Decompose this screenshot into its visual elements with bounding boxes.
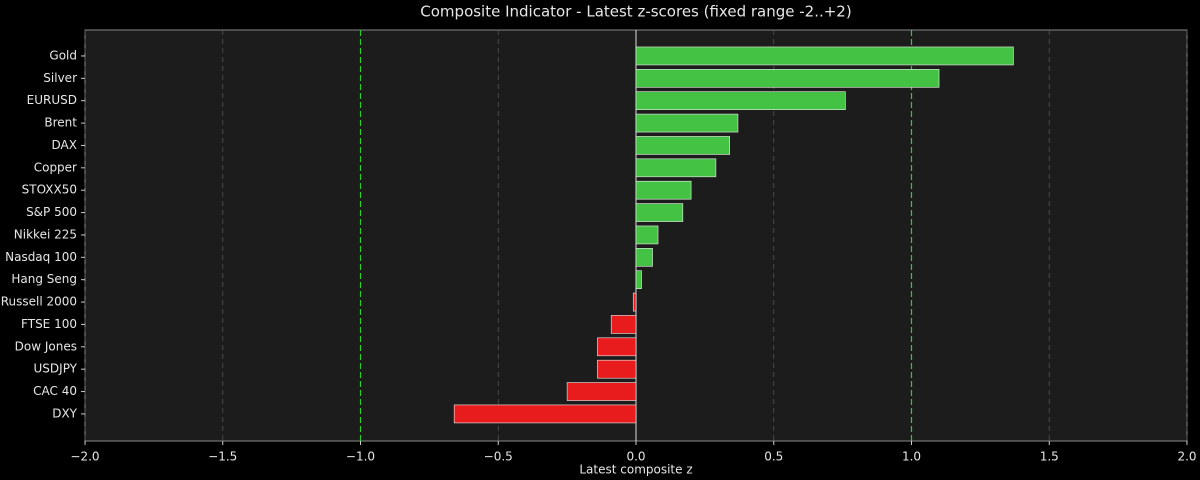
x-tick-label: 1.0 [902,450,921,464]
y-tick-label: Dow Jones [15,339,77,353]
bar [597,337,637,357]
y-tick-label: CAC 40 [33,384,77,398]
x-tick-label: 1.5 [1040,450,1059,464]
bar [635,270,642,289]
y-tick-label: USDJPY [34,362,78,376]
x-tick-label: −0.5 [484,450,513,464]
bar [566,382,637,401]
y-tick-label: Gold [49,48,77,62]
x-axis-label: Latest composite z [579,463,692,477]
x-tick-label: 0.5 [764,450,783,464]
y-tick-label: Nikkei 225 [14,227,77,241]
y-tick-label: Russell 2000 [1,295,77,309]
y-tick-label: DAX [52,138,77,152]
y-tick-label: Hang Seng [11,272,77,286]
bar [635,225,659,245]
x-tick-label: 2.0 [1177,450,1196,464]
x-tick-label: 0.0 [626,450,645,464]
bar [635,248,653,267]
bar [635,113,739,133]
bar [597,359,637,379]
bar [635,91,846,111]
x-tick-label: −1.5 [208,450,237,464]
bar [635,203,684,222]
y-tick-label: Copper [34,160,77,174]
bar [635,136,730,155]
chart-title: Composite Indicator - Latest z-scores (f… [420,3,851,21]
y-tick-label: S&P 500 [26,205,77,219]
x-tick-label: −1.0 [346,450,375,464]
bar [635,69,940,88]
y-tick-label: Silver [43,71,77,85]
bar [635,180,692,200]
bar [453,404,637,424]
y-tick-label: Nasdaq 100 [5,250,77,264]
bar [632,292,637,312]
bar [635,158,717,178]
y-tick-label: EURUSD [27,93,77,107]
y-tick-label: FTSE 100 [21,317,77,331]
bar [635,46,1014,66]
y-tick-label: STOXX50 [22,183,77,197]
y-tick-label: Brent [44,116,77,130]
x-tick-label: −2.0 [70,450,99,464]
bar [610,315,637,334]
y-tick-label: DXY [52,406,77,420]
